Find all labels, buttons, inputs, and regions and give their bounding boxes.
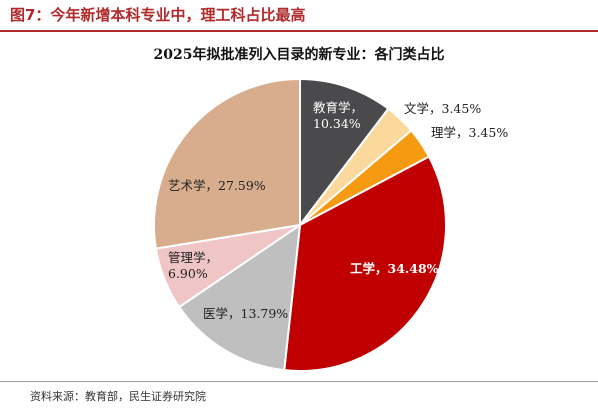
data-label: 工学，34.48%: [350, 261, 439, 276]
source-note: 资料来源：教育部，民生证券研究院: [30, 390, 206, 403]
data-label: 管理学， 6.90%: [168, 250, 218, 281]
chart-title: 2025年拟批准列入目录的新专业：各门类占比: [153, 47, 445, 63]
data-label: 理学，3.45%: [431, 125, 508, 140]
pie-slice: [153, 78, 301, 250]
pie-slice: [178, 224, 301, 372]
data-label: 艺术学，27.59%: [168, 178, 266, 193]
pie-slice: [283, 155, 447, 372]
figure-header: 图7：今年新增本科专业中，理工科占比最高: [0, 0, 598, 32]
figure-footer: 资料来源：教育部，民生证券研究院: [0, 381, 598, 411]
data-label: 医学，13.79%: [203, 306, 288, 321]
data-label: 教育学， 10.34%: [313, 100, 363, 131]
data-label: 文学，3.45%: [404, 101, 481, 116]
figure-title: 图7：今年新增本科专业中，理工科占比最高: [10, 6, 306, 24]
pie-slice: [299, 78, 390, 226]
